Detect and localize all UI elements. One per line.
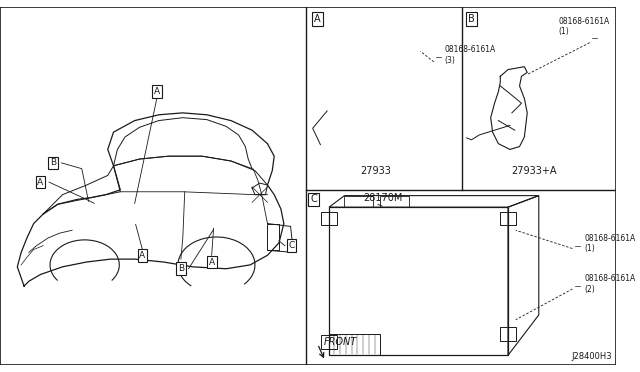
Text: 08168-6161A
(3): 08168-6161A (3) — [445, 45, 496, 65]
Text: A: A — [154, 87, 160, 96]
Text: C: C — [289, 241, 294, 250]
Text: A: A — [314, 14, 321, 23]
Text: 28170M: 28170M — [364, 193, 403, 203]
Text: J28400H3: J28400H3 — [572, 352, 612, 361]
Bar — [344, 196, 373, 207]
Bar — [321, 335, 337, 349]
Text: A: A — [209, 257, 215, 266]
Text: A: A — [140, 251, 145, 260]
Text: C: C — [310, 195, 317, 205]
Text: B: B — [50, 158, 56, 167]
Text: 08168-6161A
(1): 08168-6161A (1) — [584, 234, 636, 253]
Circle shape — [572, 241, 582, 250]
Text: B: B — [468, 14, 475, 23]
Text: 08168-6161A
(1): 08168-6161A (1) — [558, 17, 609, 36]
Text: 27933+A: 27933+A — [511, 166, 557, 176]
Text: A: A — [37, 178, 44, 187]
Bar — [329, 207, 508, 355]
Text: 27933: 27933 — [360, 166, 390, 176]
Text: B: B — [178, 264, 184, 273]
Bar — [500, 212, 516, 225]
Circle shape — [434, 52, 444, 62]
Circle shape — [572, 281, 582, 291]
Bar — [380, 196, 409, 207]
Text: FRONT: FRONT — [323, 337, 356, 347]
Bar — [321, 212, 337, 225]
Bar — [500, 327, 516, 341]
Circle shape — [590, 33, 600, 43]
Text: 08168-6161A
(2): 08168-6161A (2) — [584, 275, 636, 294]
Bar — [268, 224, 279, 250]
